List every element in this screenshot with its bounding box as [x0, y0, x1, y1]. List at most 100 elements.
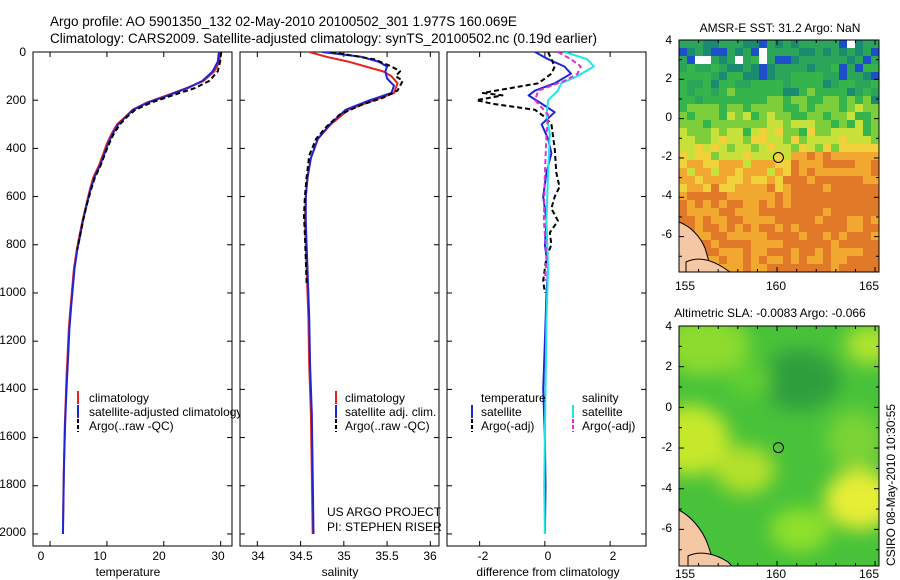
sst-cell — [767, 264, 775, 272]
sst-cell — [807, 48, 815, 56]
sst-cell — [695, 176, 703, 184]
sst-cell — [815, 256, 823, 264]
sst-cell — [807, 56, 815, 64]
sst-cell — [855, 168, 863, 176]
sst-cell — [711, 176, 719, 184]
sst-cell — [711, 72, 719, 80]
sst-cell — [719, 208, 727, 216]
sst-cell — [711, 216, 719, 224]
sst-cell — [719, 64, 727, 72]
legend-label: satellite-adjusted climatology — [89, 405, 242, 419]
sst-cell — [719, 112, 727, 120]
sst-cell — [799, 56, 807, 64]
sst-cell — [687, 176, 695, 184]
sst-cell — [783, 208, 791, 216]
sst-cell — [807, 264, 815, 272]
sst-cell — [743, 248, 751, 256]
sst-cell — [783, 112, 791, 120]
sst-cell — [759, 80, 767, 88]
sst-cell — [695, 40, 703, 48]
sst-cell — [783, 144, 791, 152]
sst-cell — [839, 80, 847, 88]
sst-cell — [751, 248, 759, 256]
sst-cell — [863, 216, 871, 224]
series-line-temperature-argo-adj — [475, 52, 561, 294]
sst-cell — [839, 120, 847, 128]
sst-cell — [735, 224, 743, 232]
sst-cell — [767, 216, 775, 224]
sst-cell — [703, 120, 711, 128]
sst-cell — [767, 112, 775, 120]
legend-label: Argo(-adj) — [582, 419, 635, 433]
sst-cell — [831, 168, 839, 176]
sst-cell — [855, 256, 863, 264]
sst-cell — [703, 40, 711, 48]
sst-cell — [743, 48, 751, 56]
sst-cell — [751, 40, 759, 48]
sst-cell — [751, 80, 759, 88]
sst-cell — [807, 160, 815, 168]
sst-cell — [791, 184, 799, 192]
sst-cell — [831, 80, 839, 88]
sst-cell — [767, 80, 775, 88]
sst-cell — [775, 88, 783, 96]
sst-cell — [735, 184, 743, 192]
sst-cell — [783, 136, 791, 144]
sst-cell — [759, 256, 767, 264]
sla-xtick-label: 165 — [859, 567, 879, 580]
sst-cell — [783, 224, 791, 232]
sst-cell — [679, 112, 687, 120]
sst-cell — [839, 72, 847, 80]
depth-tick-label: 1600 — [0, 429, 26, 443]
sla-map-frame — [678, 325, 880, 567]
sst-cell — [847, 224, 855, 232]
sst-cell — [735, 240, 743, 248]
sst-cell — [783, 96, 791, 104]
sst-cell — [831, 240, 839, 248]
sst-cell — [767, 224, 775, 232]
sla-xtick-label: 155 — [675, 567, 695, 580]
sst-cell — [743, 240, 751, 248]
sst-cell — [871, 208, 879, 216]
sst-cell — [823, 232, 831, 240]
sst-cell — [783, 120, 791, 128]
difference-xtick-label: 2 — [610, 549, 617, 563]
sst-cell — [775, 56, 783, 64]
sst-cell — [855, 200, 863, 208]
sst-cell — [863, 168, 871, 176]
sst-cell — [727, 224, 735, 232]
sst-cell — [791, 40, 799, 48]
sst-cell — [735, 216, 743, 224]
sst-cell — [687, 144, 695, 152]
sst-cell — [759, 248, 767, 256]
sst-cell — [751, 96, 759, 104]
sst-cell — [695, 72, 703, 80]
sst-cell — [831, 48, 839, 56]
sst-cell — [711, 160, 719, 168]
sst-cell — [823, 128, 831, 136]
sst-cell — [839, 152, 847, 160]
sst-cell — [703, 152, 711, 160]
sst-cell — [815, 40, 823, 48]
sst-cell — [695, 56, 703, 64]
sst-cell — [863, 56, 871, 64]
sst-cell — [863, 144, 871, 152]
sst-cell — [847, 208, 855, 216]
depth-tick-label: 2000 — [0, 525, 26, 539]
sst-cell — [783, 168, 791, 176]
sst-cell — [743, 72, 751, 80]
sst-cell — [735, 72, 743, 80]
sst-cell — [839, 136, 847, 144]
sst-cell — [823, 192, 831, 200]
sst-cell — [759, 208, 767, 216]
sst-cell — [751, 112, 759, 120]
sst-cell — [775, 232, 783, 240]
sst-cell — [807, 224, 815, 232]
sla-ytick-label: -4 — [661, 481, 672, 495]
sst-cell — [847, 96, 855, 104]
sst-cell — [711, 136, 719, 144]
sst-cell — [743, 120, 751, 128]
depth-tick-label: 200 — [6, 93, 26, 107]
sst-cell — [839, 264, 847, 272]
